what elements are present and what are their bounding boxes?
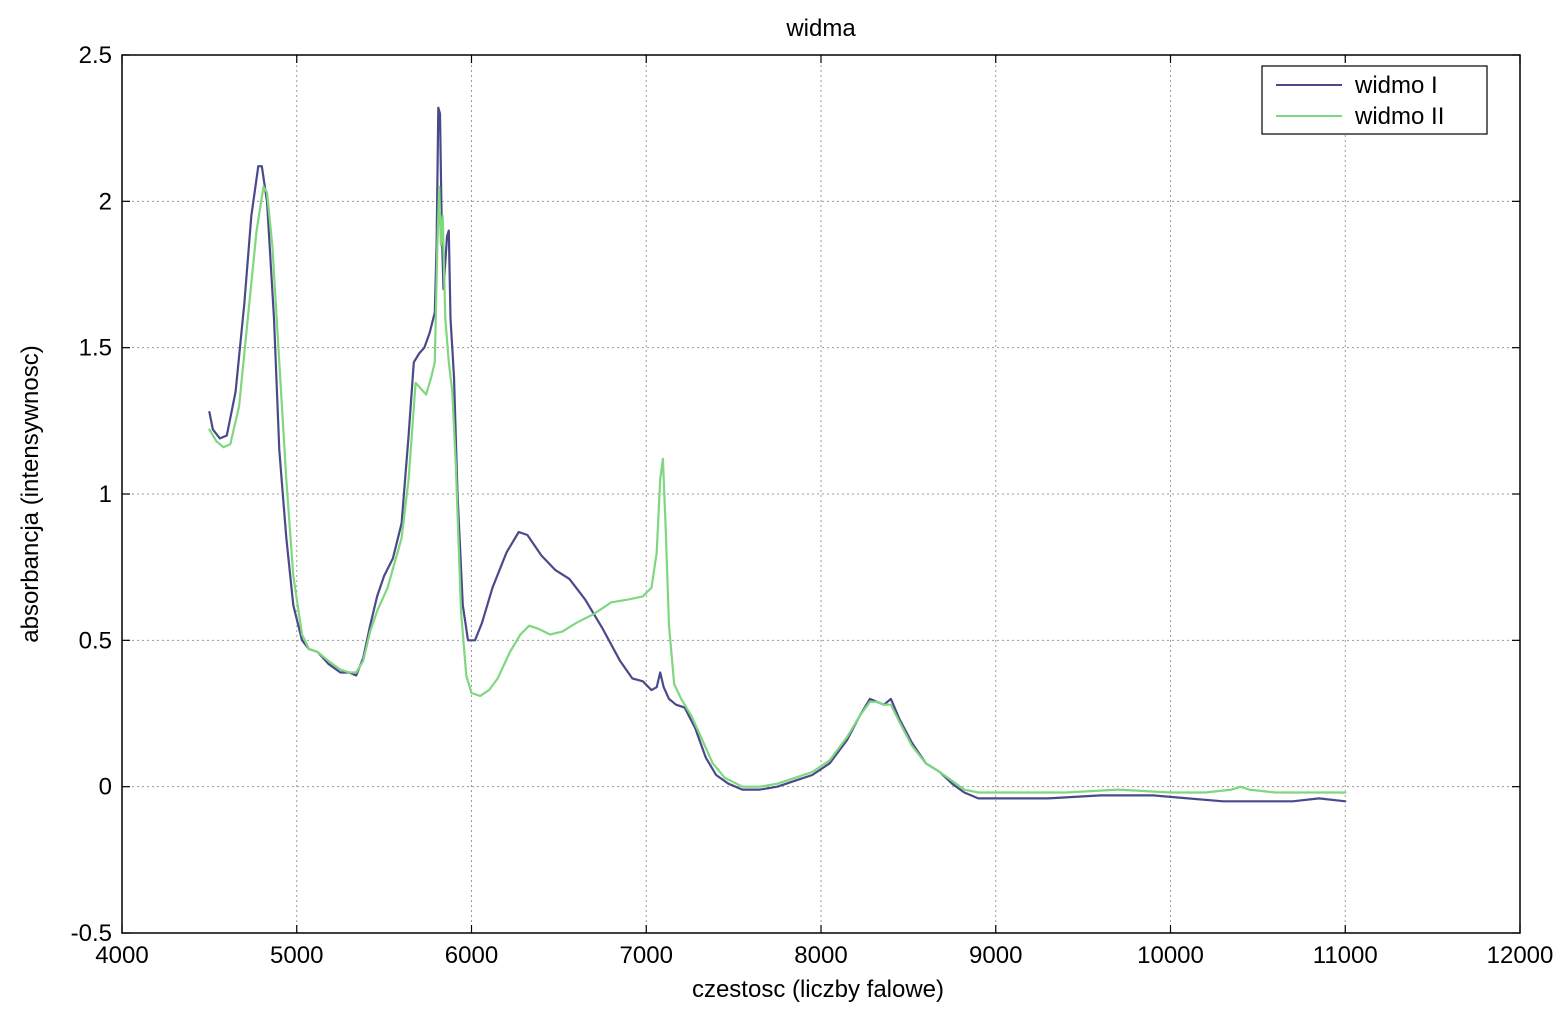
x-tick-label: 7000: [620, 942, 673, 969]
grid: [122, 55, 1520, 933]
chart-title: widma: [785, 15, 856, 42]
plot-lines: [208, 106, 1347, 803]
x-tick-label: 10000: [1137, 942, 1204, 969]
x-tick-label: 12000: [1487, 942, 1554, 969]
y-tick-label: -0.5: [71, 920, 112, 947]
x-tick-label: 5000: [270, 942, 323, 969]
y-axis-label: absorbancja (intensywnosc): [17, 345, 44, 642]
x-tick-label: 11000: [1313, 942, 1378, 969]
y-tick-label: 1.5: [79, 335, 112, 362]
x-tick-label: 8000: [794, 942, 847, 969]
x-tick-label: 4000: [95, 942, 148, 969]
y-tick-label: 2.5: [79, 42, 112, 69]
legend-label-widmo-ii: widmo II: [1354, 103, 1444, 130]
x-tick-label: 6000: [445, 942, 498, 969]
y-tick-label: 0: [99, 774, 112, 801]
ticks: 4000 5000 6000 7000 8000 9000 10000 11000 12000 -…: [71, 42, 1554, 969]
series-line-widmo-ii: [208, 185, 1347, 794]
y-tick-label: 1: [99, 481, 112, 508]
y-tick-label: 2: [99, 188, 112, 215]
y-tick-label: 0.5: [79, 627, 112, 654]
x-tick-label: 9000: [969, 942, 1022, 969]
legend-label-widmo-i: widmo I: [1354, 72, 1438, 99]
legend: widmo I widmo II: [1261, 65, 1488, 135]
x-axis-label: czestosc (liczby falowe): [692, 976, 944, 1003]
legend-box: [1261, 65, 1488, 135]
